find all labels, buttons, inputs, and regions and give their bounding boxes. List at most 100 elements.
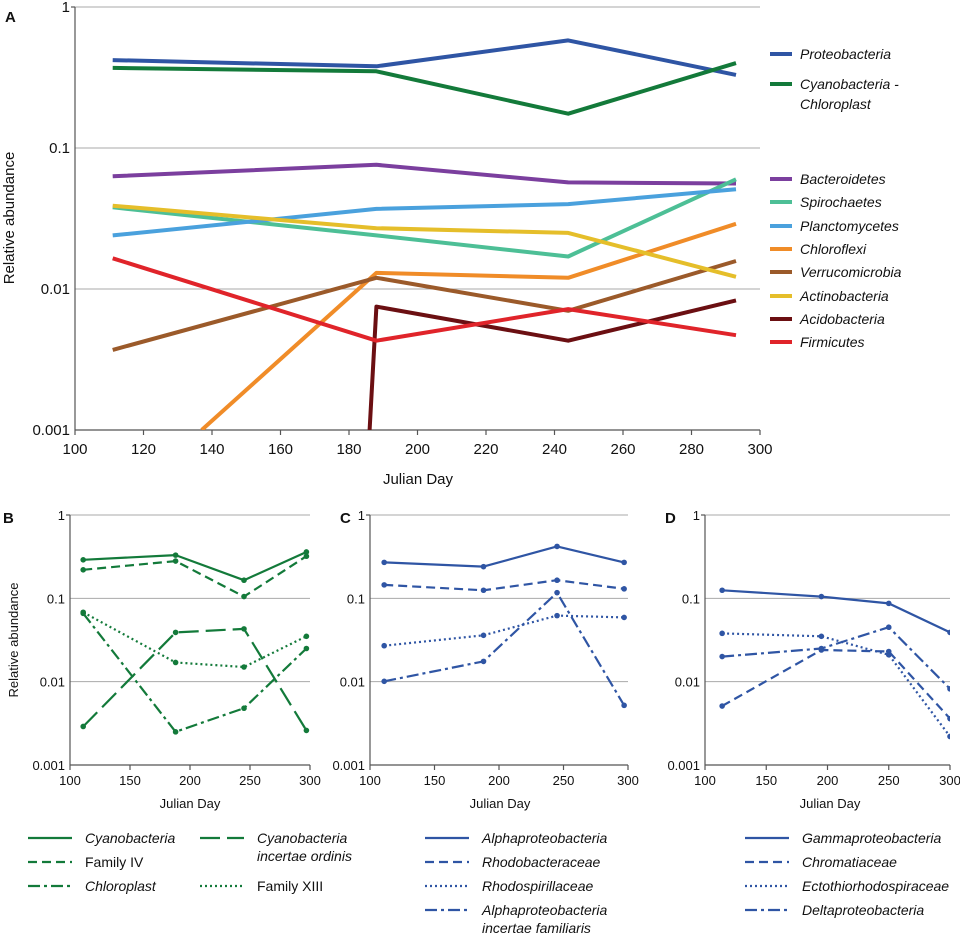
y-tick-label: 0.001	[332, 758, 365, 773]
data-point	[303, 645, 310, 652]
series-line-firmicutes	[112, 256, 737, 343]
plot-area	[112, 38, 737, 430]
x-tick-label: 180	[336, 441, 361, 458]
data-point	[303, 727, 310, 734]
x-tick-label: 140	[199, 441, 224, 458]
y-tick-label: 0.01	[340, 675, 365, 690]
x-tick-label: 300	[617, 773, 639, 788]
data-point	[818, 633, 825, 640]
data-point	[172, 558, 179, 564]
series-line-cyanobacteria-chloroplast	[112, 61, 737, 116]
x-tick-label: 100	[694, 773, 716, 788]
data-point	[621, 702, 627, 709]
data-point	[172, 729, 179, 735]
data-point	[172, 552, 179, 558]
data-point	[885, 624, 892, 631]
data-point	[241, 664, 247, 670]
y-tick-label: 0.001	[32, 758, 65, 773]
series-line-proteobacteria	[112, 38, 737, 77]
data-point	[381, 559, 387, 566]
legend: Proteobacteria Cyanobacteria - Chloroplast…	[770, 46, 902, 350]
data-point	[947, 733, 950, 740]
series-line-rhodospirillaceae	[384, 614, 625, 647]
x-tick-label: 300	[747, 441, 772, 458]
data-point	[621, 559, 627, 566]
data-point	[621, 586, 627, 592]
legend-label: Alphaproteobacteria	[481, 830, 608, 846]
y-tick-label: 1	[62, 0, 70, 16]
legend-label: Ectothiorhodospiraceae	[802, 878, 949, 894]
series-line-acidobacteria	[367, 298, 737, 430]
x-tick-label: 150	[119, 773, 141, 788]
x-tick-label: 240	[542, 441, 567, 458]
legend-label: Firmicutes	[800, 334, 865, 350]
data-point	[480, 658, 487, 665]
series-line-chloroplast	[82, 612, 308, 733]
x-tick-label: 300	[299, 773, 321, 788]
legend-label: Gammaproteobacteria	[802, 830, 942, 846]
series-line-chromatiaceae	[721, 648, 950, 720]
data-point	[80, 609, 86, 616]
x-tick-label: 200	[817, 773, 839, 788]
data-point	[621, 614, 627, 621]
panel-d: D 0.001 0.01 0.1 1 100 150 200 250 300 Julian Day	[665, 508, 960, 811]
legend-label: Chloroplast	[800, 96, 872, 112]
x-tick-label: 250	[553, 773, 575, 788]
series-line-cyanobacteria-incertae-ordinis	[82, 627, 308, 731]
legend-label: Chloroflexi	[800, 241, 867, 257]
series-line-chloroflexi	[200, 221, 737, 430]
series-line-alphaproteobacteria-incertae-familiaris	[383, 591, 626, 706]
x-tick-label: 150	[424, 773, 446, 788]
data-point	[719, 703, 725, 709]
y-tick-label: 0.1	[49, 140, 70, 157]
y-tick-label: 1	[358, 508, 365, 523]
x-tick-label: 150	[755, 773, 777, 788]
data-point	[381, 678, 387, 685]
legend-c: Alphaproteobacteria Rhodobacteraceae Rhodo…	[425, 830, 608, 934]
data-point	[241, 593, 247, 600]
y-tick-label: 0.001	[32, 422, 70, 439]
series-line-actinobacteria	[112, 203, 737, 279]
data-point	[719, 653, 725, 660]
panel-c: C 0.001 0.01 0.1 1 100 150 200 250 300 Julian Day	[332, 508, 638, 811]
data-point	[947, 686, 950, 692]
data-point	[554, 543, 560, 550]
legend-label: incertae familiaris	[482, 920, 591, 934]
legend-label: Family XIII	[257, 878, 323, 894]
y-tick-label: 0.1	[347, 591, 365, 606]
x-tick-label: 200	[488, 773, 510, 788]
legend-label: Verrucomicrobia	[800, 264, 902, 280]
y-tick-label: 1	[58, 508, 65, 523]
series-line-bacteroidetes	[112, 162, 737, 186]
series-line-spirochaetes	[112, 177, 737, 259]
y-tick-label: 0.01	[41, 281, 70, 298]
data-point	[172, 629, 179, 636]
legend-b: Cyanobacteria Family IV Chloroplast Cyanoba…	[28, 830, 352, 894]
y-tick-label: 1	[693, 508, 700, 523]
legend-label: Bacteroidetes	[800, 171, 886, 187]
legend-label: Cyanobacteria -	[800, 76, 899, 92]
x-tick-label: 120	[131, 441, 156, 458]
series-line-gammaproteobacteria	[722, 589, 950, 634]
legend-label: Chloroplast	[85, 878, 157, 894]
data-point	[381, 642, 387, 649]
x-tick-label: 200	[179, 773, 201, 788]
panel-letter: B	[3, 510, 14, 527]
legend-label: Rhodospirillaceae	[482, 878, 594, 894]
legend-label: Actinobacteria	[799, 288, 889, 304]
panel-letter: C	[340, 510, 351, 527]
legend-label: Chromatiaceae	[802, 854, 897, 870]
legend-label: Deltaproteobacteria	[802, 902, 924, 918]
data-point	[80, 723, 86, 730]
x-tick-label: 250	[239, 773, 261, 788]
data-point	[554, 612, 560, 619]
x-tick-label: 300	[939, 773, 960, 788]
data-point	[885, 600, 892, 607]
data-point	[241, 577, 247, 584]
data-point	[241, 626, 247, 632]
data-point	[947, 715, 950, 722]
data-point	[554, 577, 560, 584]
series-line-deltaproteobacteria	[722, 626, 950, 690]
legend-label: Acidobacteria	[799, 311, 885, 327]
